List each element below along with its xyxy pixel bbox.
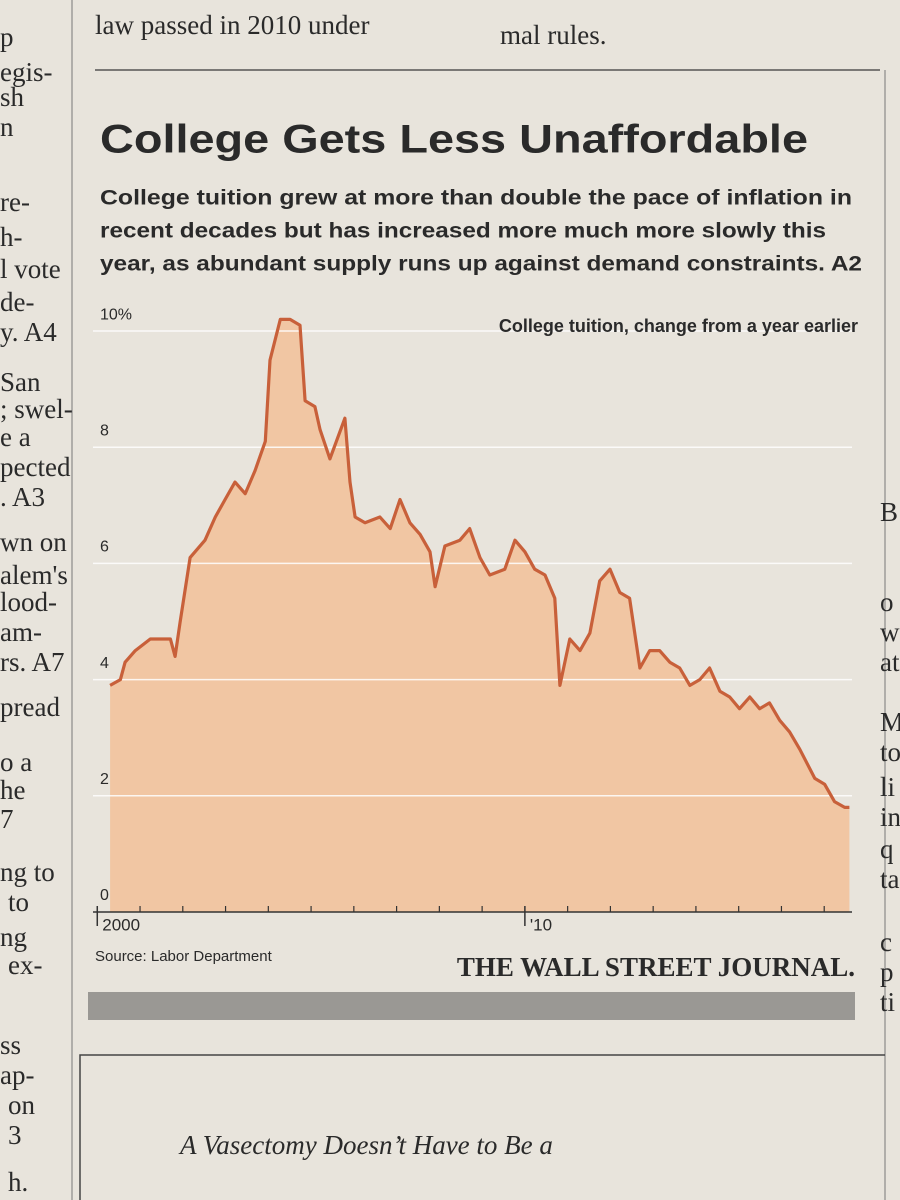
column-text: ap- — [0, 1060, 34, 1090]
y-tick-label: 6 — [100, 539, 109, 556]
column-text: sh — [0, 82, 25, 112]
column-text: wn on — [0, 527, 67, 557]
column-text: ; swel- — [0, 394, 73, 424]
column-text: h. — [8, 1167, 28, 1197]
column-text: ex- — [8, 950, 42, 980]
column-text: to — [8, 887, 29, 917]
area — [110, 319, 850, 912]
column-text: am- — [0, 617, 42, 647]
column-text: ss — [0, 1030, 21, 1060]
line — [109, 317, 850, 809]
x-tick-label: '10 — [530, 915, 552, 934]
box-border — [79, 1054, 885, 1200]
series-label: College tuition, change from a year earl… — [499, 316, 858, 336]
column-text: on — [8, 1090, 36, 1120]
x-tick-label: 2000 — [102, 915, 140, 934]
column-text: o — [880, 587, 894, 617]
column-text: e a — [0, 422, 31, 452]
column-text: ng — [0, 922, 27, 952]
column-text: B — [880, 497, 898, 527]
column-text: at — [880, 647, 900, 677]
subtitle: year, as abundant supply runs up against… — [100, 253, 862, 276]
column-text: to — [880, 737, 900, 767]
column-text: lood- — [0, 587, 57, 617]
column-text: egis- — [0, 57, 52, 87]
column-text: p — [880, 957, 894, 987]
source: Source: Labor Department — [95, 948, 273, 965]
column-text: ta — [880, 864, 900, 894]
column-text: l vote — [0, 254, 61, 284]
column-text: q — [880, 834, 894, 864]
y-tick-label: 2 — [100, 771, 109, 788]
column-text: pected — [0, 452, 71, 482]
column-text: he — [0, 775, 26, 805]
column-text: . A3 — [0, 482, 45, 512]
column-text: w — [880, 617, 900, 647]
column-text: y. A4 — [0, 317, 57, 347]
divider-bar — [88, 992, 855, 1020]
chart-title: College Gets Less Unaffordable — [100, 118, 808, 162]
column-text: o a — [0, 747, 32, 777]
column-text: rs. A7 — [0, 647, 65, 677]
column-text: p — [0, 22, 14, 52]
y-tick-label: 10% — [100, 306, 132, 323]
column-text: alem's — [0, 560, 68, 590]
plot: 0 2 4 6 8 10% 2000 '10 — [93, 306, 852, 934]
credit: THE WALL STREET JOURNAL. — [457, 952, 855, 982]
y-tick-label: 4 — [100, 655, 109, 672]
column-text: de- — [0, 287, 34, 317]
column-text: li — [880, 772, 895, 802]
column-text: n — [0, 112, 14, 142]
column-text: in — [880, 802, 900, 832]
column-text: San — [0, 367, 41, 397]
top-text: law passed in 2010 under — [95, 10, 369, 40]
column-text: ti — [880, 987, 895, 1017]
subtitle: College tuition grew at more than double… — [100, 187, 852, 210]
y-tick-label: 8 — [100, 422, 109, 439]
column-text: re- — [0, 187, 30, 217]
column-text: c — [880, 927, 892, 957]
column-text: h- — [0, 222, 23, 252]
column-text: pread — [0, 692, 60, 722]
subtitle: recent decades but has increased more mu… — [100, 220, 826, 243]
top-text: mal rules. — [500, 20, 606, 50]
y-tick-label: 0 — [100, 887, 109, 904]
column-text: 3 — [8, 1120, 22, 1150]
next-headline: A Vasectomy Doesn’t Have to Be a — [178, 1130, 553, 1160]
column-text: M — [880, 707, 900, 737]
column-text: 7 — [0, 804, 14, 834]
column-text: ng to — [0, 857, 55, 887]
